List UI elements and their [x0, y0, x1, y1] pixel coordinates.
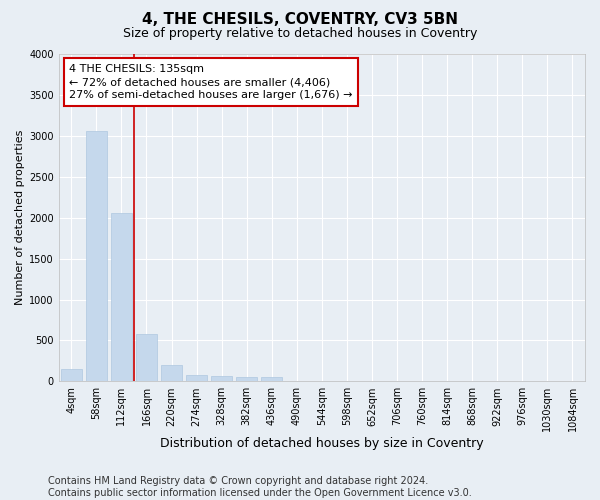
- Bar: [86, 131, 107, 382]
- Bar: [186, 375, 207, 382]
- Y-axis label: Number of detached properties: Number of detached properties: [15, 130, 25, 306]
- Text: Size of property relative to detached houses in Coventry: Size of property relative to detached ho…: [123, 28, 477, 40]
- Text: Contains HM Land Registry data © Crown copyright and database right 2024.
Contai: Contains HM Land Registry data © Crown c…: [48, 476, 472, 498]
- Bar: [261, 377, 283, 382]
- Bar: [161, 364, 182, 382]
- Text: 4 THE CHESILS: 135sqm
← 72% of detached houses are smaller (4,406)
27% of semi-d: 4 THE CHESILS: 135sqm ← 72% of detached …: [70, 64, 353, 100]
- Bar: [111, 213, 132, 382]
- X-axis label: Distribution of detached houses by size in Coventry: Distribution of detached houses by size …: [160, 437, 484, 450]
- Bar: [236, 377, 257, 382]
- Text: 4, THE CHESILS, COVENTRY, CV3 5BN: 4, THE CHESILS, COVENTRY, CV3 5BN: [142, 12, 458, 28]
- Bar: [211, 376, 232, 382]
- Bar: [61, 369, 82, 382]
- Bar: [136, 334, 157, 382]
